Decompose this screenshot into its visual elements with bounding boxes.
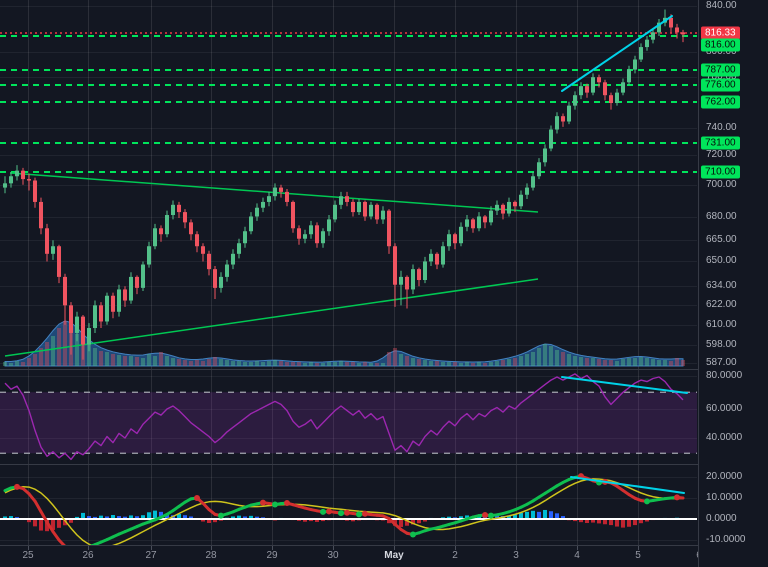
axis-label: 587.00	[706, 357, 737, 368]
axis-label: 20.0000	[706, 471, 743, 482]
volume-bars	[3, 321, 685, 366]
time-tick	[272, 546, 273, 550]
time-tick	[394, 546, 395, 550]
time-tick	[151, 546, 152, 550]
macd-turn-dot	[644, 498, 650, 505]
axis-label: 622.00	[706, 299, 737, 310]
axis-label: 700.00	[706, 179, 737, 190]
macd-turn-dot	[284, 500, 290, 507]
axis-label: 665.00	[706, 234, 737, 245]
time-label: 5	[635, 550, 641, 561]
rsi-indicator-pane[interactable]	[0, 370, 698, 465]
macd-turn-dot	[482, 512, 488, 519]
macd-turn-dot	[488, 512, 494, 519]
macd-turn-dot	[326, 508, 332, 515]
candles	[3, 9, 685, 360]
time-label: 4	[574, 550, 580, 561]
macd-signal-line	[4, 478, 684, 549]
axis-label: 720.00	[706, 149, 737, 160]
pane-separator[interactable]	[0, 464, 768, 465]
time-label: 27	[145, 550, 157, 561]
axis-label: 840.00	[706, 0, 737, 11]
price-level-badge: 731.00	[701, 136, 740, 150]
time-tick	[333, 546, 334, 550]
price-level-badge: 787.00	[701, 63, 740, 77]
time-tick	[638, 546, 639, 550]
axis-label: 0.0000	[706, 513, 737, 524]
time-tick	[88, 546, 89, 550]
macd-turn-dot	[344, 509, 350, 516]
macd-turn-dot	[218, 512, 224, 519]
axis-label: -10.0000	[706, 534, 746, 545]
macd-turn-dot	[338, 510, 344, 517]
time-tick	[211, 546, 212, 550]
time-label: 26	[82, 550, 94, 561]
macd-turn-dot	[674, 494, 680, 501]
rsi-band	[0, 392, 697, 454]
axis-label: 80.0000	[706, 370, 743, 381]
rsi-divergence-line[interactable]	[561, 376, 688, 394]
macd-turn-dot	[320, 508, 326, 515]
axis-label: 650.00	[706, 255, 737, 266]
price-level-badge: 762.00	[701, 95, 740, 109]
macd-divergence-line[interactable]	[570, 476, 685, 494]
grid	[0, 0, 697, 370]
time-label: 2	[452, 550, 458, 561]
axis-label: 610.00	[706, 319, 737, 330]
time-tick	[516, 546, 517, 550]
time-label: 25	[22, 550, 34, 561]
macd-turn-dot	[194, 495, 200, 501]
ascending-support[interactable]	[4, 278, 539, 357]
axis-label: 60.0000	[706, 403, 743, 414]
grid	[0, 465, 697, 545]
macd-line	[3, 473, 685, 553]
time-label: 30	[327, 550, 339, 561]
last-price-badge: 816.33	[701, 26, 740, 40]
price-axis[interactable]: 816.33 816.00 787.00 776.00 762.00 731.0…	[698, 0, 768, 567]
price-level-badge: 776.00	[701, 78, 740, 92]
price-chart-pane[interactable]	[0, 0, 698, 370]
grid	[0, 370, 697, 465]
cyan-uptrend-line[interactable]	[561, 15, 673, 92]
time-tick	[28, 546, 29, 550]
time-label: May	[384, 550, 404, 561]
axis-label: 40.0000	[706, 432, 743, 443]
macd-turn-dot	[356, 511, 362, 518]
axis-label: 598.00	[706, 339, 737, 350]
macd-turn-dot	[410, 531, 416, 538]
macd-turn-dot	[272, 501, 278, 508]
macd-turn-dot	[260, 499, 266, 506]
axis-label: 680.00	[706, 211, 737, 222]
time-label: 29	[266, 550, 278, 561]
price-level-lines	[0, 32, 697, 173]
time-tick	[455, 546, 456, 550]
macd-indicator-pane[interactable]	[0, 465, 698, 567]
price-level-badge: 710.00	[701, 165, 740, 179]
pane-separator[interactable]	[0, 369, 768, 370]
axis-label: 780.00	[706, 71, 737, 82]
axis-label: 740.00	[706, 122, 737, 133]
macd-turn-dot	[362, 510, 368, 517]
time-axis[interactable]: 252627282930May23456	[0, 545, 768, 567]
price-level-badge: 816.00	[701, 38, 740, 52]
axis-label: 10.0000	[706, 492, 743, 503]
time-label: 3	[513, 550, 519, 561]
axis-label: 800.00	[706, 46, 737, 57]
time-label: 28	[205, 550, 217, 561]
macd-turn-dot	[14, 483, 20, 490]
axis-label: 634.00	[706, 280, 737, 291]
time-tick	[577, 546, 578, 550]
rsi-line	[4, 373, 684, 461]
